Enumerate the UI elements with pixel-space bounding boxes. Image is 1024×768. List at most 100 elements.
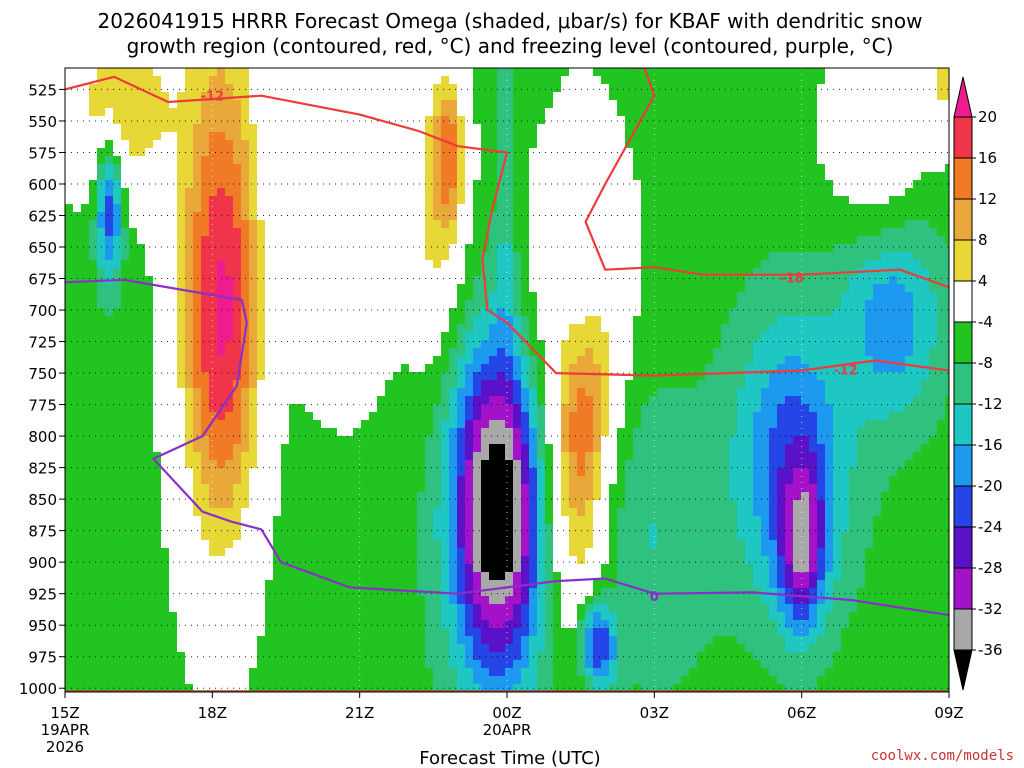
omega-cell [561,356,570,365]
omega-cell [305,516,314,525]
omega-cell [553,556,562,565]
omega-cell [473,156,482,165]
omega-cell [225,324,234,333]
omega-cell [497,684,506,692]
omega-cell [193,244,202,253]
omega-cell [537,604,546,613]
omega-cell [353,252,362,261]
omega-cell [145,556,154,565]
omega-cell [73,556,82,565]
omega-cell [169,156,178,165]
omega-cell [377,148,386,157]
omega-cell [265,548,274,557]
omega-cell [265,356,274,365]
omega-cell [561,620,570,629]
omega-cell [113,316,122,325]
omega-cell [441,412,450,421]
omega-cell [313,524,322,533]
omega-cell [233,284,242,293]
omega-cell [513,236,522,245]
omega-cell [385,452,394,461]
omega-cell [137,300,146,309]
omega-cell [65,116,74,125]
omega-cell [337,212,346,221]
omega-cell [521,100,530,109]
omega-cell [537,356,546,365]
omega-cell [377,660,386,669]
omega-cell [313,604,322,613]
omega-cell [465,404,474,413]
omega-cell [473,308,482,317]
omega-cell [569,588,578,597]
omega-cell [529,284,538,293]
omega-cell [337,460,346,469]
omega-cell [369,164,378,173]
omega-cell [137,588,146,597]
omega-cell [489,620,498,629]
omega-cell [361,628,370,637]
omega-cell [185,84,194,93]
omega-cell [465,140,474,149]
omega-cell [65,476,74,485]
omega-cell [193,356,202,365]
omega-cell [345,500,354,509]
omega-cell [225,228,234,237]
omega-cell [481,324,490,333]
omega-cell [433,268,442,277]
omega-cell [553,204,562,213]
omega-cell [497,364,506,373]
omega-cell [145,412,154,421]
omega-cell [257,372,266,381]
omega-cell [121,116,130,125]
omega-cell [81,316,90,325]
omega-cell [201,596,210,605]
omega-cell [313,252,322,261]
omega-cell [561,396,570,405]
omega-cell [193,620,202,629]
omega-cell [353,68,362,77]
omega-cell [145,508,154,517]
omega-cell [489,652,498,661]
omega-cell [497,292,506,301]
omega-cell [545,260,554,269]
omega-cell [73,132,82,141]
omega-cell [537,180,546,189]
omega-cell [89,300,98,309]
omega-cell [225,284,234,293]
omega-cell [529,604,538,613]
omega-cell [281,500,290,509]
omega-cell [225,308,234,317]
omega-cell [185,676,194,685]
omega-cell [129,220,138,229]
omega-cell [97,444,106,453]
omega-cell [145,260,154,269]
omega-cell [257,220,266,229]
omega-cell [233,196,242,205]
omega-cell [193,588,202,597]
omega-cell [377,268,386,277]
omega-cell [233,596,242,605]
omega-cell [489,260,498,269]
omega-cell [497,244,506,253]
omega-cell [465,228,474,237]
omega-cell [369,292,378,301]
omega-cell [353,508,362,517]
omega-cell [401,580,410,589]
omega-cell [481,556,490,565]
omega-cell [497,636,506,645]
omega-cell [105,100,114,109]
omega-cell [313,164,322,173]
omega-cell [217,212,226,221]
omega-cell [505,308,514,317]
omega-cell [97,468,106,477]
omega-cell [201,548,210,557]
omega-cell [185,132,194,141]
omega-cell [153,244,162,253]
omega-cell [401,300,410,309]
omega-cell [105,532,114,541]
omega-cell [81,588,90,597]
omega-cell [177,140,186,149]
omega-cell [529,316,538,325]
omega-cell [273,84,282,93]
omega-cell [161,404,170,413]
